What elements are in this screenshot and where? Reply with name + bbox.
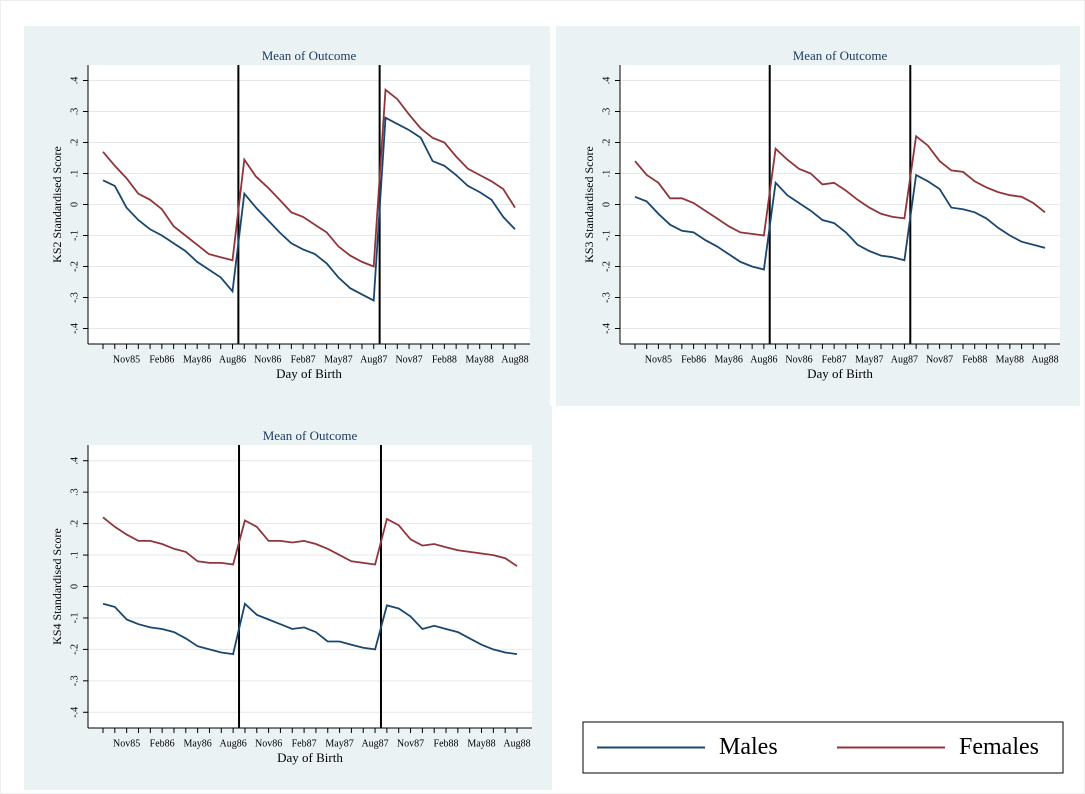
x-tick-label: Nov86 <box>255 738 282 749</box>
x-tick-label: Nov85 <box>113 738 140 749</box>
y-tick-label: -.2 <box>69 644 80 655</box>
y-tick-label: -.4 <box>601 323 612 334</box>
y-tick-label: .3 <box>69 488 80 496</box>
x-tick-label: Aug86 <box>750 354 777 365</box>
x-tick-label: Nov87 <box>395 354 422 365</box>
y-tick-label: .1 <box>69 170 80 178</box>
y-tick-label: .2 <box>69 520 80 528</box>
x-tick-label: Nov85 <box>645 354 672 365</box>
series-line <box>634 173 1046 271</box>
x-tick-label: Feb86 <box>681 354 706 365</box>
x-tick-label: Aug88 <box>1031 354 1058 365</box>
y-tick-label: .4 <box>69 77 80 85</box>
y-tick-label: -.4 <box>69 323 80 334</box>
x-tick-label: Feb88 <box>962 354 987 365</box>
y-axis-label: KS2 Standardised Score <box>50 146 64 263</box>
x-tick-label: Feb88 <box>432 354 457 365</box>
x-tick-label: Nov85 <box>113 354 140 365</box>
x-tick-label: May88 <box>467 738 495 749</box>
series-line <box>102 602 518 656</box>
y-tick-label: 0 <box>69 202 80 207</box>
x-tick-label: Nov86 <box>254 354 281 365</box>
y-tick-label: .3 <box>601 108 612 116</box>
x-tick-label: Aug87 <box>891 354 918 365</box>
y-tick-label: .4 <box>601 77 612 85</box>
y-tick-label: .1 <box>69 551 80 559</box>
chart-title: Mean of Outcome <box>793 48 888 63</box>
x-tick-label: Nov87 <box>397 738 424 749</box>
x-tick-label: May88 <box>466 354 494 365</box>
y-tick-label: .1 <box>601 170 612 178</box>
chart-title: Mean of Outcome <box>263 428 358 443</box>
y-axis-label: KS3 Standardised Score <box>582 146 596 263</box>
x-tick-label: Aug88 <box>503 738 530 749</box>
x-axis-label: Day of Birth <box>807 366 873 381</box>
x-tick-label: Feb87 <box>292 738 317 749</box>
x-tick-label: May88 <box>996 354 1024 365</box>
x-tick-label: Aug86 <box>219 738 246 749</box>
x-tick-label: Aug87 <box>360 354 387 365</box>
x-tick-label: Aug87 <box>361 738 388 749</box>
y-tick-label: -.3 <box>69 292 80 303</box>
y-tick-label: -.3 <box>601 292 612 303</box>
series-line <box>102 116 516 303</box>
x-axis-label: Day of Birth <box>277 750 343 765</box>
x-tick-label: Feb86 <box>149 354 174 365</box>
x-tick-label: Feb87 <box>822 354 847 365</box>
legend-box <box>582 721 1064 774</box>
y-tick-label: -.2 <box>601 261 612 272</box>
y-tick-label: -.1 <box>69 613 80 624</box>
y-tick-label: 0 <box>69 584 80 589</box>
y-tick-label: -.1 <box>69 230 80 241</box>
chart-title: Mean of Outcome <box>262 48 357 63</box>
x-tick-label: Aug88 <box>501 354 528 365</box>
x-tick-label: May87 <box>855 354 883 365</box>
x-tick-label: Feb87 <box>291 354 316 365</box>
series-line <box>634 134 1046 237</box>
series-line <box>102 516 518 567</box>
y-tick-label: 0 <box>601 202 612 207</box>
x-tick-label: Aug86 <box>219 354 246 365</box>
y-tick-label: .4 <box>69 457 80 465</box>
y-tick-label: .3 <box>69 108 80 116</box>
x-tick-label: May86 <box>715 354 743 365</box>
legend-label: Males <box>719 734 778 760</box>
x-tick-label: Nov87 <box>926 354 953 365</box>
x-axis-label: Day of Birth <box>276 366 342 381</box>
y-tick-label: .2 <box>601 139 612 147</box>
y-tick-label: -.2 <box>69 261 80 272</box>
x-tick-label: May86 <box>183 354 211 365</box>
y-tick-label: .2 <box>69 139 80 147</box>
legend-label: Females <box>959 734 1039 760</box>
y-tick-label: -.1 <box>601 230 612 241</box>
x-tick-label: Feb86 <box>150 738 175 749</box>
y-axis-label: KS4 Standardised Score <box>50 528 64 645</box>
y-tick-label: -.4 <box>69 707 80 718</box>
x-tick-label: Nov86 <box>785 354 812 365</box>
y-tick-label: -.3 <box>69 675 80 686</box>
x-tick-label: May86 <box>183 738 211 749</box>
x-tick-label: Feb88 <box>434 738 459 749</box>
x-tick-label: May87 <box>325 738 353 749</box>
x-tick-label: May87 <box>324 354 352 365</box>
series-line <box>102 88 516 268</box>
